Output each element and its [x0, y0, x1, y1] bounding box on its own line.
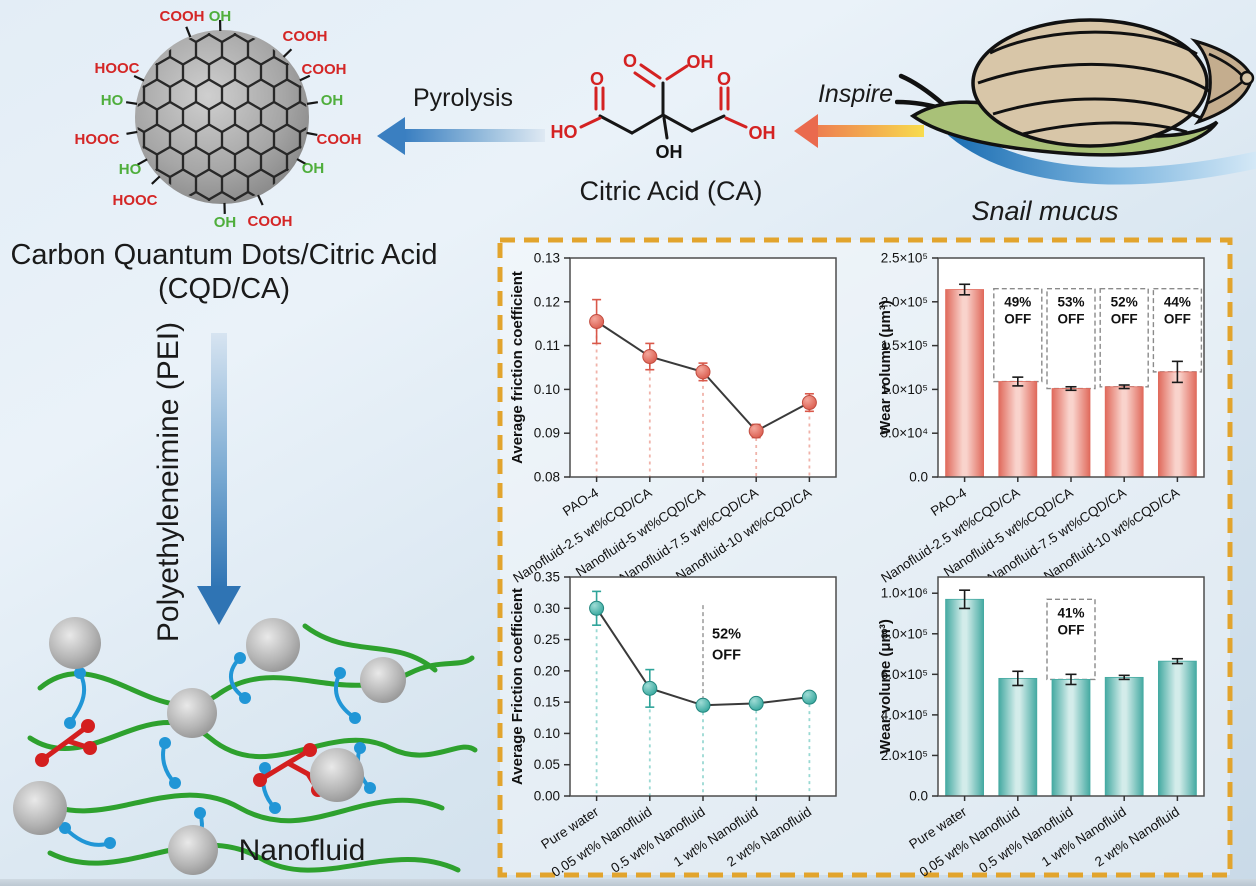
svg-text:OFF: OFF: [1058, 312, 1085, 327]
svg-text:PAO-4: PAO-4: [560, 485, 602, 519]
svg-text:COOH: COOH: [248, 213, 293, 230]
svg-text:0.13: 0.13: [534, 251, 560, 266]
svg-text:OFF: OFF: [1111, 312, 1138, 327]
svg-text:0.0: 0.0: [909, 470, 928, 485]
svg-text:OH: OH: [214, 214, 237, 231]
chart-friction-cqd: 0.08 0.09 0.10 0.11 0.12 0.13 Average friction…: [509, 251, 837, 586]
svg-text:OH: OH: [656, 142, 683, 162]
svg-text:0.35: 0.35: [534, 570, 560, 585]
pei-dots: [59, 652, 376, 859]
snail-illustration: [895, 18, 1256, 185]
nanofluid-illustration: [13, 617, 478, 875]
cqd-nanoparticle-illustration: COOH OHCOOHCOOHOHCOOHOHCOOHOHHOOCHOHOOCHO…: [75, 8, 362, 231]
svg-text:Wear volume (μm³): Wear volume (μm³): [877, 300, 894, 435]
svg-text:0.12: 0.12: [534, 294, 560, 309]
polymer-chains: [27, 623, 478, 873]
image-bottom-edge: [0, 879, 1256, 886]
svg-text:52%: 52%: [1111, 295, 1138, 310]
svg-text:53%: 53%: [1057, 295, 1084, 310]
svg-text:COOH: COOH: [283, 28, 328, 45]
svg-text:OH: OH: [209, 8, 232, 25]
pei-arrow-icon: [197, 333, 241, 625]
svg-text:0.30: 0.30: [534, 601, 560, 616]
svg-text:O: O: [590, 69, 604, 89]
svg-text:OH: OH: [687, 52, 714, 72]
cqd-title-line2: (CQD/CA): [157, 273, 291, 305]
cqd-ca-dots: [35, 719, 325, 797]
svg-text:1.5×10⁵: 1.5×10⁵: [881, 338, 928, 353]
svg-text:OH: OH: [302, 160, 325, 177]
svg-text:0.10: 0.10: [534, 382, 560, 397]
chart-friction-nanofluid: 52% OFF 0.00 0.05 0.10 0.15 0.20 0.25 0.30 0.35 Av…: [509, 570, 837, 880]
svg-text:0.05 wt% Nanofluid: 0.05 wt% Nanofluid: [549, 804, 655, 880]
inspire-label: Inspire: [817, 80, 894, 108]
svg-text:0.5 wt% Nanofluid: 0.5 wt% Nanofluid: [608, 804, 707, 876]
mucus-trail: [946, 121, 1256, 185]
svg-text:2.0×10⁵: 2.0×10⁵: [881, 294, 928, 309]
svg-text:Wear volume (μm³): Wear volume (μm³): [877, 619, 894, 754]
svg-text:0.08: 0.08: [534, 470, 560, 485]
svg-text:OFF: OFF: [1058, 622, 1085, 637]
pei-label: Polyethyleneimine (PEI): [152, 321, 185, 643]
pyrolysis-label: Pyrolysis: [412, 84, 513, 112]
chart-wear-cqd: 49% OFF 53% OFF 52% OFF 44% OFF 0.0 5.0×10⁴ 1.0×10…: [877, 251, 1205, 586]
svg-text:0.5 wt% Nanofluid: 0.5 wt% Nanofluid: [976, 804, 1075, 876]
svg-text:HOOC: HOOC: [75, 131, 120, 148]
svg-text:HO: HO: [551, 122, 578, 142]
svg-text:0.05 wt% Nanofluid: 0.05 wt% Nanofluid: [917, 804, 1023, 880]
svg-text:OH: OH: [749, 123, 776, 143]
svg-text:2.0×10⁵: 2.0×10⁵: [881, 748, 928, 763]
svg-text:8.0×10⁵: 8.0×10⁵: [881, 626, 928, 641]
nanoparticles: [13, 617, 406, 875]
svg-text:HO: HO: [101, 92, 124, 109]
svg-text:2.5×10⁵: 2.5×10⁵: [881, 251, 928, 266]
svg-text:O: O: [717, 69, 731, 89]
svg-text:OFF: OFF: [1164, 312, 1191, 327]
svg-text:Average Friction coefficient: Average Friction coefficient: [509, 588, 526, 785]
svg-text:COOH: COOH: [317, 131, 362, 148]
svg-text:0.0: 0.0: [909, 789, 928, 804]
svg-text:52%: 52%: [712, 626, 741, 642]
svg-text:Average friction coefficient: Average friction coefficient: [509, 271, 526, 464]
svg-text:0.20: 0.20: [534, 663, 560, 678]
svg-text:HOOC: HOOC: [95, 60, 140, 77]
svg-text:OH: OH: [321, 92, 344, 109]
svg-text:0.00: 0.00: [534, 789, 560, 804]
citric-acid-caption: Citric Acid (CA): [579, 176, 763, 206]
svg-text:COOH: COOH: [160, 8, 205, 25]
svg-text:0.25: 0.25: [534, 632, 560, 647]
svg-text:OFF: OFF: [712, 647, 741, 663]
svg-text:41%: 41%: [1057, 605, 1084, 620]
svg-text:0.10: 0.10: [534, 726, 560, 741]
svg-text:PAO-4: PAO-4: [928, 485, 970, 519]
svg-text:0.11: 0.11: [535, 338, 560, 353]
pyrolysis-arrow-icon: [377, 117, 545, 155]
svg-text:6.0×10⁵: 6.0×10⁵: [881, 667, 928, 682]
svg-text:5.0×10⁴: 5.0×10⁴: [881, 426, 929, 441]
svg-text:1.0×10⁶: 1.0×10⁶: [881, 586, 928, 601]
svg-text:44%: 44%: [1164, 295, 1191, 310]
svg-text:4.0×10⁵: 4.0×10⁵: [881, 707, 928, 722]
svg-text:HOOC: HOOC: [113, 192, 158, 209]
svg-text:0.09: 0.09: [534, 426, 560, 441]
svg-text:OFF: OFF: [1004, 312, 1031, 327]
svg-text:49%: 49%: [1004, 295, 1031, 310]
cqd-title-line1: Carbon Quantum Dots/Citric Acid: [10, 239, 438, 271]
chart-wear-nanofluid: 41% OFF 0.0 2.0×10⁵ 4.0×10⁵ 6.0×10⁵ 8.0×10⁵ 1.0…: [877, 576, 1205, 880]
inspire-arrow-icon: [794, 114, 924, 148]
svg-text:0.15: 0.15: [534, 695, 560, 710]
snail-mucus-caption: Snail mucus: [971, 196, 1119, 226]
svg-text:COOH: COOH: [302, 61, 347, 78]
svg-text:0.05: 0.05: [534, 757, 560, 772]
svg-text:O: O: [623, 51, 637, 71]
svg-text:HO: HO: [119, 161, 142, 178]
nanofluid-label: Nanofluid: [238, 834, 366, 867]
svg-text:1.0×10⁵: 1.0×10⁵: [881, 382, 928, 397]
